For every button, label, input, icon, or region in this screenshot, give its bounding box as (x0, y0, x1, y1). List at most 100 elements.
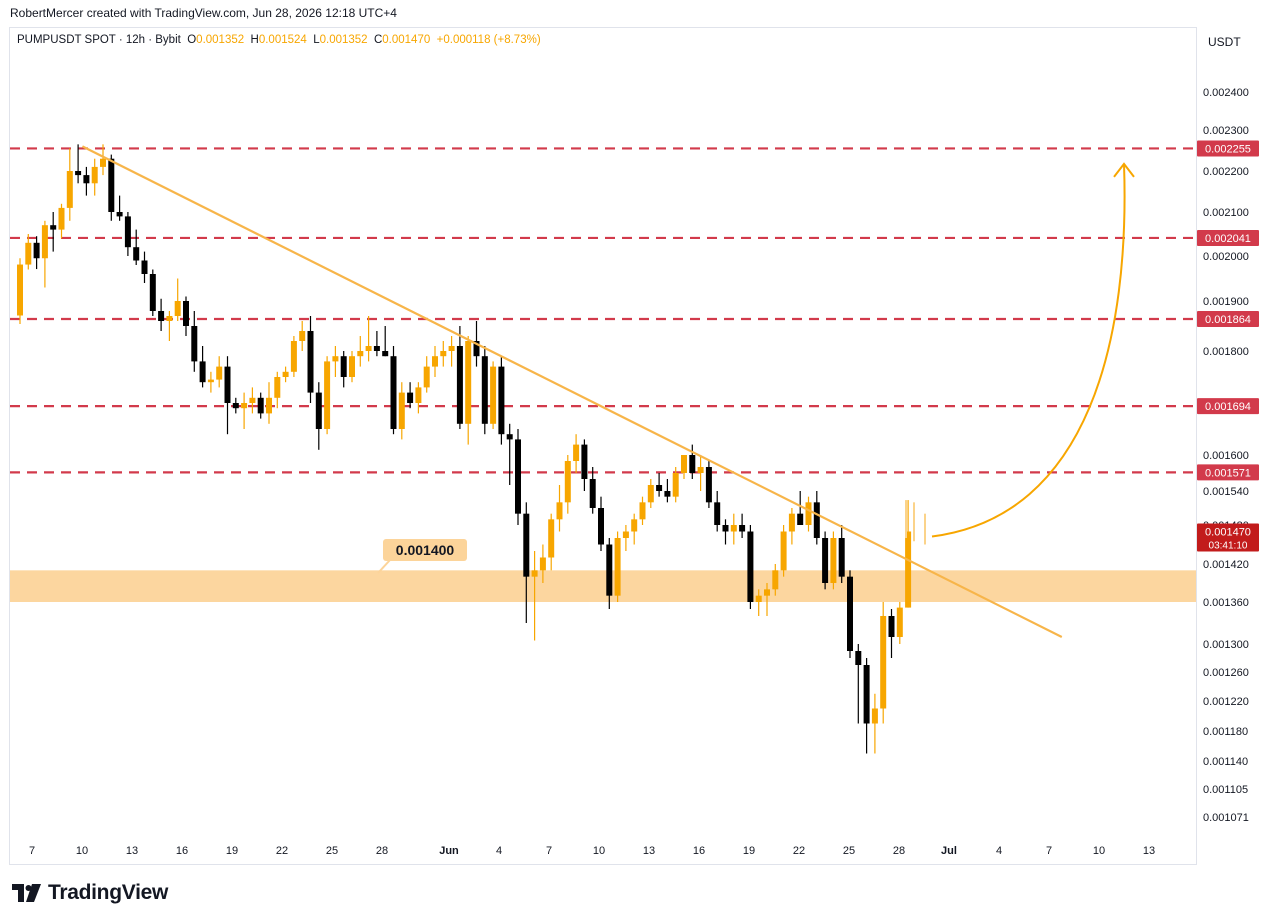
x-tick-label: 28 (893, 845, 905, 857)
candle-body (473, 341, 480, 357)
candle-body (606, 544, 613, 596)
symbol-legend: PUMPUSDT SPOT · 12h · Bybit O0.001352 H0… (17, 34, 541, 46)
candle (830, 531, 837, 590)
candle (515, 429, 521, 525)
candle (257, 392, 264, 419)
candle (490, 361, 497, 429)
candle (730, 513, 737, 545)
candle-body (315, 392, 322, 429)
candle-body (407, 392, 414, 403)
candle-body (880, 616, 887, 709)
candle (133, 229, 140, 265)
candle-body (456, 346, 463, 424)
candle (299, 321, 306, 351)
candle (589, 467, 596, 514)
x-tick-label: 19 (226, 845, 238, 857)
candle (415, 382, 422, 414)
y-tick-label: 0.002300 (1203, 125, 1249, 137)
candle-body (863, 665, 870, 724)
resistance-price-tag-bg (1197, 311, 1259, 327)
resistance-price-tag: 0.001571 (1197, 464, 1259, 481)
y-tick-label: 0.001140 (1203, 756, 1248, 768)
candle-body (490, 366, 497, 424)
resistance-price-tag-text: 0.001571 (1205, 467, 1251, 479)
candle (124, 212, 131, 256)
candle (523, 502, 530, 623)
candle (664, 479, 671, 503)
candle (681, 455, 687, 479)
candle-body (332, 356, 339, 362)
x-tick-label: 22 (276, 845, 288, 857)
y-tick-label: 0.002000 (1203, 251, 1249, 263)
resistance-price-tag-bg (1197, 229, 1259, 246)
candle-body (58, 207, 65, 230)
candle (797, 491, 804, 525)
candle-body (282, 371, 289, 377)
candle (755, 589, 762, 616)
projection-arrowhead (1113, 162, 1135, 178)
y-tick-label: 0.001105 (1203, 784, 1248, 796)
currency-label[interactable]: USDT (1208, 35, 1241, 49)
candle (739, 513, 746, 538)
candle (573, 434, 580, 473)
candle-body (116, 212, 123, 217)
legend-open-value: 0.001352 (196, 34, 245, 46)
candle (241, 392, 248, 429)
candle (398, 382, 405, 440)
candle (598, 496, 604, 551)
candle-body (241, 403, 248, 409)
tradingview-logo[interactable]: TradingView (12, 880, 168, 906)
candle (672, 467, 679, 503)
candle (556, 485, 563, 532)
y-tick-label: 0.001071 (1203, 812, 1249, 824)
candle (373, 331, 380, 357)
author-line: RobertMercer created with TradingView.co… (10, 6, 397, 20)
resistance-price-tag-text: 0.002041 (1205, 233, 1251, 245)
candle (506, 423, 513, 485)
candle-body (830, 538, 837, 583)
candle-body (191, 326, 198, 362)
candle-body (249, 397, 256, 403)
candle (780, 525, 787, 577)
candle (863, 658, 870, 754)
current-price-value: 0.001470 (1205, 527, 1251, 539)
candle-body (598, 508, 604, 545)
candle (689, 444, 696, 479)
x-tick-label: 13 (1143, 845, 1155, 857)
candle-body (747, 531, 754, 602)
candle (564, 455, 571, 514)
candle (166, 311, 173, 341)
candle-body (822, 538, 829, 583)
candle (390, 346, 397, 435)
x-tick-label: 22 (793, 845, 805, 857)
candle (432, 346, 438, 377)
resistance-price-tag: 0.001864 (1197, 311, 1259, 327)
legend-symbol: PUMPUSDT SPOT · 12h · Bybit (17, 34, 181, 46)
candle-body (91, 166, 98, 184)
x-tick-label: Jun (439, 845, 459, 857)
candle (498, 356, 505, 445)
candle (905, 500, 912, 608)
candle (855, 644, 862, 724)
x-tick-label: 25 (326, 845, 338, 857)
candle-countdown: 03:41:10 (1209, 541, 1248, 552)
candle-body (531, 570, 538, 577)
candle (822, 531, 829, 590)
candle (66, 148, 73, 221)
candle-body (681, 455, 687, 473)
candle (581, 439, 588, 491)
x-tick-label: 16 (693, 845, 705, 857)
candle-body (847, 576, 853, 651)
candle-body (689, 455, 696, 473)
candle-body (274, 377, 281, 398)
candle-body (133, 247, 140, 261)
candle (456, 326, 463, 429)
resistance-price-tag-text: 0.001694 (1205, 401, 1251, 413)
candle (324, 356, 331, 435)
candle-body (589, 479, 596, 508)
x-tick-label: 19 (743, 845, 755, 857)
candle-body (307, 331, 314, 393)
candle (141, 251, 148, 283)
candle-body (390, 356, 397, 429)
